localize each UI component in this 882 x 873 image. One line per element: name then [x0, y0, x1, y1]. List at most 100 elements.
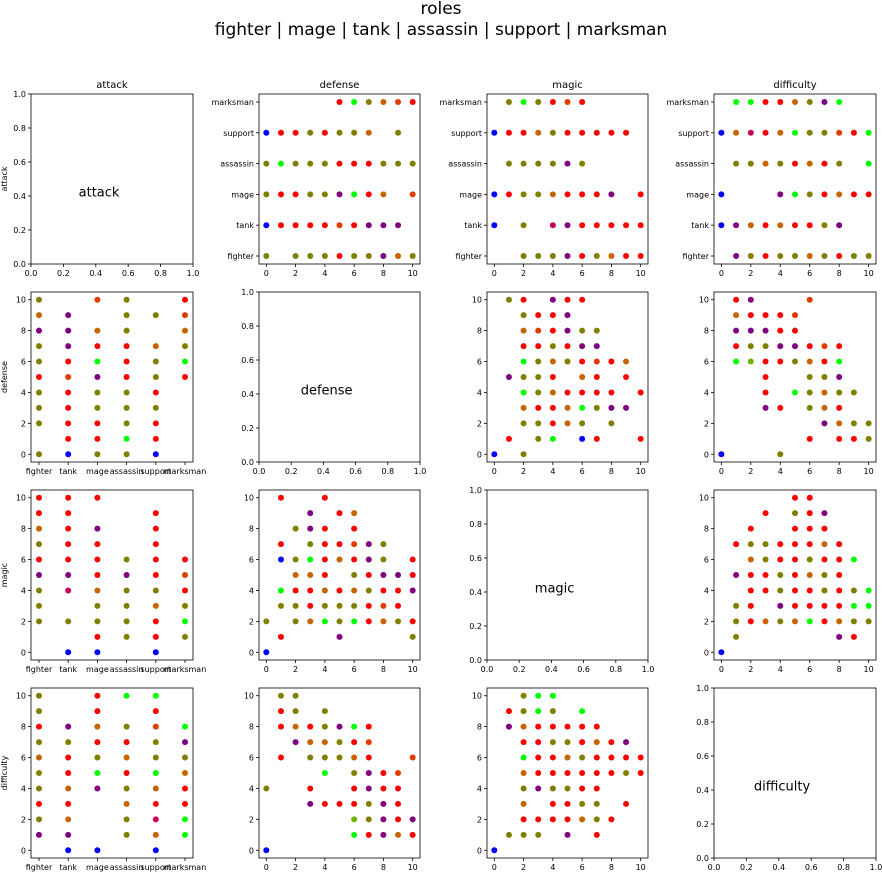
data-point: [365, 253, 372, 259]
data-point: [579, 191, 586, 198]
data-point: [608, 754, 615, 761]
data-point: [94, 494, 101, 501]
data-point: [365, 770, 372, 776]
data-point: [747, 618, 754, 625]
data-point: [152, 831, 159, 838]
data-point: [307, 723, 314, 730]
x-tick-label: 0: [264, 863, 269, 872]
data-point: [36, 739, 42, 746]
data-point: [762, 404, 769, 411]
data-point: [623, 739, 630, 746]
data-point: [94, 847, 101, 854]
x-tick-label: support: [140, 467, 171, 476]
x-tick-label: 8: [381, 665, 386, 674]
data-point: [182, 754, 188, 761]
x-tick-label: 0.4: [317, 467, 330, 476]
data-point: [549, 343, 556, 350]
data-point: [409, 160, 416, 167]
data-point: [395, 831, 402, 838]
data-point: [836, 343, 843, 350]
data-point: [36, 404, 42, 411]
data-point: [564, 831, 571, 838]
y-tick-label: support: [223, 129, 254, 138]
data-point: [821, 374, 828, 380]
data-point: [821, 602, 828, 609]
y-tick-label: 0: [249, 846, 254, 855]
data-point: [277, 494, 284, 501]
data-point: [152, 451, 159, 458]
y-tick-label: tank: [236, 221, 254, 230]
data-point: [777, 327, 784, 334]
data-point: [182, 296, 188, 303]
x-tick-label: support: [140, 863, 171, 872]
y-tick-label: 6: [249, 754, 254, 763]
data-point: [94, 572, 101, 578]
data-point: [307, 541, 314, 548]
data-point: [351, 222, 358, 229]
figure-title: roles: [420, 0, 461, 19]
data-point: [549, 312, 556, 319]
data-point: [395, 785, 402, 792]
data-point: [395, 800, 402, 807]
x-tick-label: 6: [580, 269, 585, 278]
data-point: [182, 343, 188, 350]
data-point: [152, 847, 159, 854]
data-point: [777, 358, 784, 365]
data-point: [380, 770, 387, 776]
data-point: [535, 816, 542, 823]
x-tick-label: 2: [521, 863, 526, 872]
data-point: [836, 556, 843, 563]
y-tick-label: 1.0: [241, 288, 254, 297]
data-point: [806, 404, 813, 411]
x-tick-label: 0: [492, 863, 497, 872]
data-point: [762, 389, 769, 396]
data-point: [182, 374, 188, 380]
data-point: [277, 222, 284, 229]
data-point: [747, 296, 754, 303]
x-tick-label: 2: [521, 467, 526, 476]
diagonal-label: defense: [301, 384, 353, 399]
data-point: [608, 816, 615, 823]
data-point: [777, 99, 784, 105]
data-point: [733, 541, 740, 548]
data-point: [277, 541, 284, 548]
data-point: [380, 816, 387, 823]
data-point: [579, 816, 586, 823]
data-point: [263, 160, 270, 167]
data-point: [263, 222, 270, 229]
data-point: [792, 343, 798, 350]
data-point: [762, 253, 769, 259]
data-point: [733, 618, 740, 625]
data-point: [821, 129, 828, 136]
data-point: [762, 618, 769, 625]
data-point: [535, 831, 542, 838]
data-point: [535, 389, 542, 396]
data-point: [821, 420, 828, 427]
data-point: [850, 633, 857, 640]
data-point: [36, 420, 42, 427]
data-point: [94, 633, 101, 640]
y-tick-label: support: [451, 129, 482, 138]
x-tick-label: 2: [293, 665, 298, 674]
data-point: [94, 451, 101, 458]
y-tick-label: 4: [21, 586, 26, 595]
data-point: [152, 754, 159, 761]
data-point: [821, 556, 828, 563]
panel-title: difficulty: [773, 80, 816, 91]
data-point: [792, 556, 798, 563]
data-point: [123, 770, 130, 776]
data-point: [94, 296, 101, 303]
y-tick-label: 2: [704, 419, 709, 428]
panel-frame: [486, 489, 649, 661]
data-point: [821, 389, 828, 396]
data-point: [292, 129, 299, 136]
data-point: [94, 618, 101, 625]
data-point: [792, 129, 798, 136]
data-point: [365, 129, 372, 136]
data-point: [182, 831, 188, 838]
data-point: [792, 541, 798, 548]
data-point: [792, 312, 798, 319]
data-point: [520, 754, 527, 761]
y-tick-label: mage: [459, 190, 482, 199]
data-point: [806, 129, 813, 136]
